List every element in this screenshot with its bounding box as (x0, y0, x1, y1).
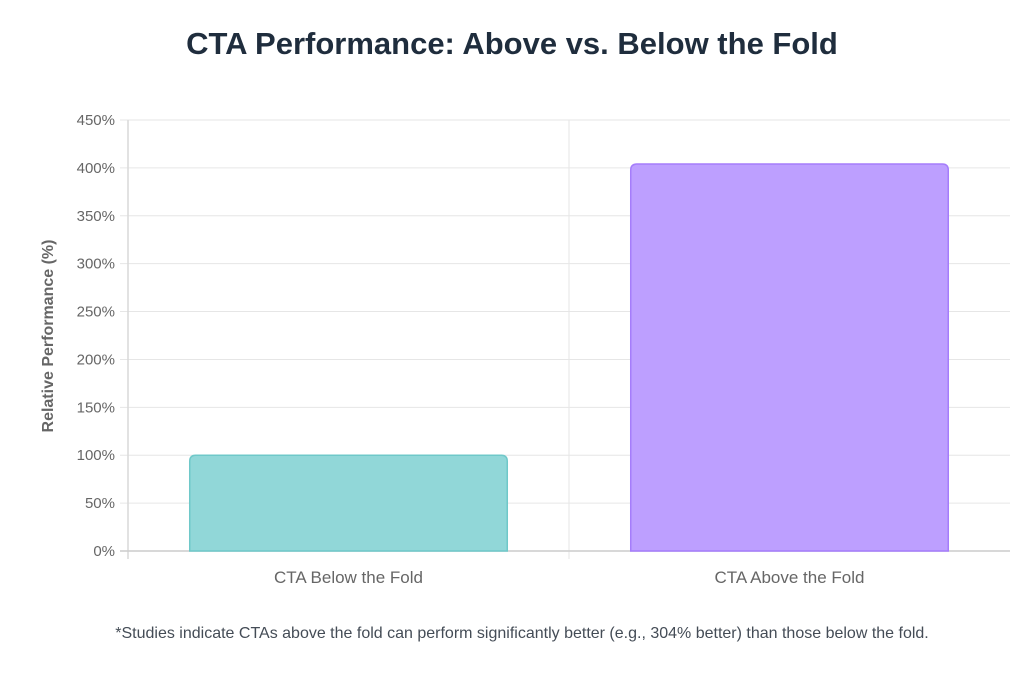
bar-above-fold[interactable] (629, 163, 950, 552)
y-axis-title: Relative Performance (%) (40, 240, 57, 433)
y-tick-labels: 0% 50% 100% 150% 200% 250% 300% 350% 400% 450% (77, 112, 115, 560)
y-tick-label: 100% (77, 447, 115, 464)
y-tick-label: 150% (77, 399, 115, 416)
x-tick-label: CTA Above the Fold (715, 568, 865, 587)
x-tick-label: CTA Below the Fold (274, 568, 423, 587)
footnote: *Studies indicate CTAs above the fold ca… (115, 625, 929, 642)
bars (188, 163, 950, 552)
y-tick-label: 450% (77, 112, 115, 129)
y-tick-label: 200% (77, 351, 115, 368)
y-tick-label: 400% (77, 160, 115, 177)
y-tick-label: 350% (77, 208, 115, 225)
y-tick-label: 0% (93, 543, 115, 560)
y-tick-label: 250% (77, 304, 115, 321)
y-tick-label: 300% (77, 256, 115, 273)
x-tick-labels: CTA Below the Fold CTA Above the Fold (274, 568, 864, 587)
bar-below-fold[interactable] (188, 454, 509, 552)
y-tick-label: 50% (85, 495, 115, 512)
chart-title: CTA Performance: Above vs. Below the Fol… (186, 26, 838, 61)
